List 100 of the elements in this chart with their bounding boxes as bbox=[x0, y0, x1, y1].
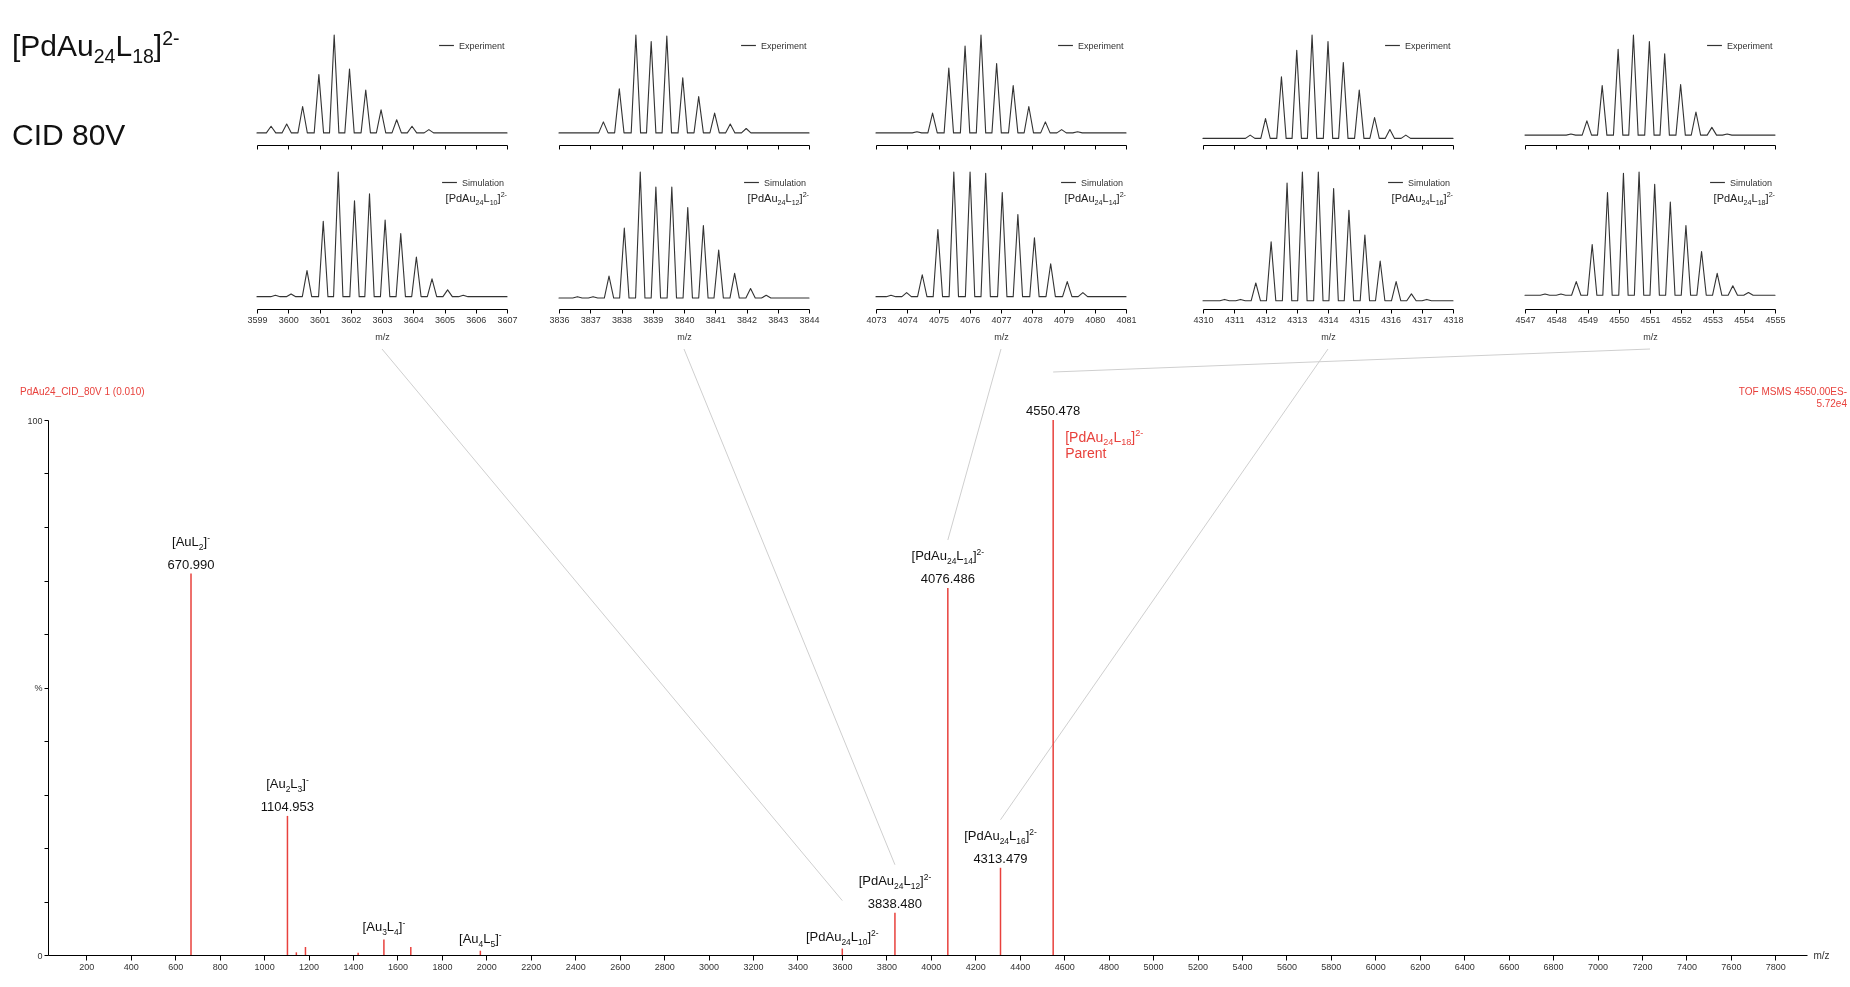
x-tick-label: 4076 bbox=[960, 314, 981, 325]
annotation: [PdAu$_{24}$L$_{18}$]$^{2-}$ bbox=[1713, 191, 1775, 209]
x-tick-label: 1400 bbox=[343, 961, 364, 972]
x-tick-label: 1200 bbox=[299, 961, 320, 972]
x-tick-label: 4554 bbox=[1734, 314, 1755, 325]
x-tick-label: 4200 bbox=[965, 961, 986, 972]
x-tick-label: 4077 bbox=[991, 314, 1012, 325]
annotation: [PdAu$_{24}$L$_{10}$]$^{2-}$ bbox=[805, 927, 879, 947]
annotation: 4550.478 bbox=[1026, 402, 1081, 418]
x-tick-label: 3605 bbox=[434, 314, 456, 325]
x-tick-label: 4600 bbox=[1054, 961, 1075, 972]
x-axis-title: m/z bbox=[1321, 331, 1337, 342]
y-tick-label: % bbox=[34, 683, 43, 693]
x-tick-label: 4078 bbox=[1022, 314, 1043, 325]
y-tick-label: 0 bbox=[37, 950, 43, 961]
x-tick-label: 3837 bbox=[580, 314, 601, 325]
x-tick-label: 2400 bbox=[565, 961, 586, 972]
x-tick-label: 4081 bbox=[1116, 314, 1137, 325]
x-tick-label: 4311 bbox=[1225, 314, 1245, 325]
x-axis-title: m/z bbox=[1813, 949, 1830, 961]
x-tick-label: 4553 bbox=[1702, 314, 1724, 325]
x-tick-label: 3000 bbox=[699, 961, 720, 972]
x-tick-label: 4317 bbox=[1412, 314, 1433, 325]
legend-label: Experiment bbox=[459, 40, 506, 51]
x-tick-label: 2600 bbox=[610, 961, 631, 972]
x-axis-title: m/z bbox=[375, 331, 391, 342]
x-tick-label: 7800 bbox=[1765, 961, 1786, 972]
legend-label: Experiment bbox=[1727, 40, 1774, 51]
x-tick-label: 1600 bbox=[387, 961, 408, 972]
text: PdAu24_CID_80V 1 (0.010) bbox=[20, 386, 145, 397]
x-tick-label: 3840 bbox=[674, 314, 695, 325]
x-tick-label: 3841 bbox=[705, 314, 726, 325]
x-tick-label: 600 bbox=[168, 961, 184, 972]
x-tick-label: 6200 bbox=[1410, 961, 1431, 972]
x-tick-label: 4079 bbox=[1053, 314, 1075, 325]
x-tick-label: 6400 bbox=[1454, 961, 1475, 972]
x-axis-title: m/z bbox=[677, 331, 693, 342]
annotation: [PdAu$_{24}$L$_{12}$]$^{2-}$ bbox=[747, 191, 809, 209]
x-tick-label: 7400 bbox=[1676, 961, 1697, 972]
x-tick-label: 5600 bbox=[1276, 961, 1297, 972]
x-tick-label: 3600 bbox=[832, 961, 853, 972]
x-tick-label: 4551 bbox=[1640, 314, 1661, 325]
x-tick-label: 3606 bbox=[466, 314, 487, 325]
x-tick-label: 4555 bbox=[1765, 314, 1786, 325]
x-tick-label: 7000 bbox=[1588, 961, 1609, 972]
x-tick-label: 2800 bbox=[654, 961, 675, 972]
text: TOF MSMS 4550.00ES- bbox=[1738, 386, 1847, 397]
x-tick-label: 3400 bbox=[787, 961, 809, 972]
legend-label: Simulation bbox=[764, 177, 807, 188]
x-tick-label: 4318 bbox=[1443, 314, 1464, 325]
annotation: [PdAu$_{24}$L$_{12}$]$^{2-}$ bbox=[858, 871, 932, 891]
annotation: [Au$_{4}$L$_{5}$]$^{-}$ bbox=[459, 929, 502, 949]
annotation: [PdAu$_{24}$L$_{16}$]$^{2-}$ bbox=[964, 826, 1037, 846]
annotation: 670.990 bbox=[167, 556, 215, 572]
annotation: [PdAu$_{24}$L$_{14}$]$^{2-}$ bbox=[911, 546, 985, 566]
x-tick-label: 6600 bbox=[1499, 961, 1520, 972]
annotation: [PdAu$_{24}$L$_{14}$]$^{2-}$ bbox=[1064, 191, 1126, 209]
annotation: [Au$_{2}$L$_{3}$]$^{-}$ bbox=[266, 774, 309, 794]
legend-label: Simulation bbox=[1408, 177, 1451, 188]
chart-title: [PdAu$_{24}$L$_{18}$]$^{2-}$ bbox=[12, 27, 180, 68]
legend-label: Experiment bbox=[1078, 40, 1125, 51]
x-tick-label: 3604 bbox=[403, 314, 424, 325]
x-tick-label: 4400 bbox=[1010, 961, 1031, 972]
x-tick-label: 4316 bbox=[1380, 314, 1402, 325]
x-tick-label: 5200 bbox=[1188, 961, 1209, 972]
x-tick-label: 4075 bbox=[928, 314, 950, 325]
x-tick-label: 4315 bbox=[1349, 314, 1370, 325]
x-tick-label: 3839 bbox=[643, 314, 664, 325]
x-tick-label: 4074 bbox=[897, 314, 918, 325]
annotation: [PdAu$_{24}$L$_{16}$]$^{2-}$ bbox=[1391, 191, 1453, 209]
x-tick-label: 5400 bbox=[1232, 961, 1253, 972]
text: 5.72e4 bbox=[1816, 398, 1847, 409]
x-tick-label: 5800 bbox=[1321, 961, 1342, 972]
x-tick-label: 3843 bbox=[768, 314, 789, 325]
annotation: [Au$_{3}$L$_{4}$]$^{-}$ bbox=[362, 918, 406, 938]
x-tick-label: 4314 bbox=[1318, 314, 1339, 325]
x-tick-label: 3607 bbox=[497, 314, 518, 325]
x-tick-label: 4552 bbox=[1671, 314, 1692, 325]
x-tick-label: 4547 bbox=[1515, 314, 1536, 325]
x-tick-label: 6800 bbox=[1543, 961, 1564, 972]
x-tick-label: 4800 bbox=[1099, 961, 1120, 972]
x-tick-label: 200 bbox=[79, 961, 95, 972]
x-tick-label: 4550 bbox=[1609, 314, 1630, 325]
x-tick-label: 3602 bbox=[341, 314, 362, 325]
y-tick-label: 100 bbox=[27, 415, 43, 426]
annotation: 3838.480 bbox=[867, 895, 923, 911]
x-tick-label: 4073 bbox=[866, 314, 887, 325]
x-tick-label: 1000 bbox=[254, 961, 275, 972]
x-tick-label: 3601 bbox=[309, 314, 331, 325]
x-tick-label: 3600 bbox=[278, 314, 299, 325]
annotation: 4076.486 bbox=[920, 570, 975, 586]
annotation: [PdAu$_{24}$L$_{10}$]$^{2-}$ bbox=[445, 191, 507, 209]
x-tick-label: 2200 bbox=[521, 961, 542, 972]
annotation: 1104.953 bbox=[260, 798, 315, 814]
annotation: 4313.479 bbox=[973, 850, 1028, 866]
x-tick-label: 800 bbox=[212, 961, 228, 972]
legend-label: Simulation bbox=[462, 177, 505, 188]
legend-label: Experiment bbox=[761, 40, 808, 51]
x-tick-label: 4312 bbox=[1255, 314, 1277, 325]
annotation: [PdAu$_{24}$L$_{18}$]$^{2-}$ bbox=[1065, 428, 1144, 448]
